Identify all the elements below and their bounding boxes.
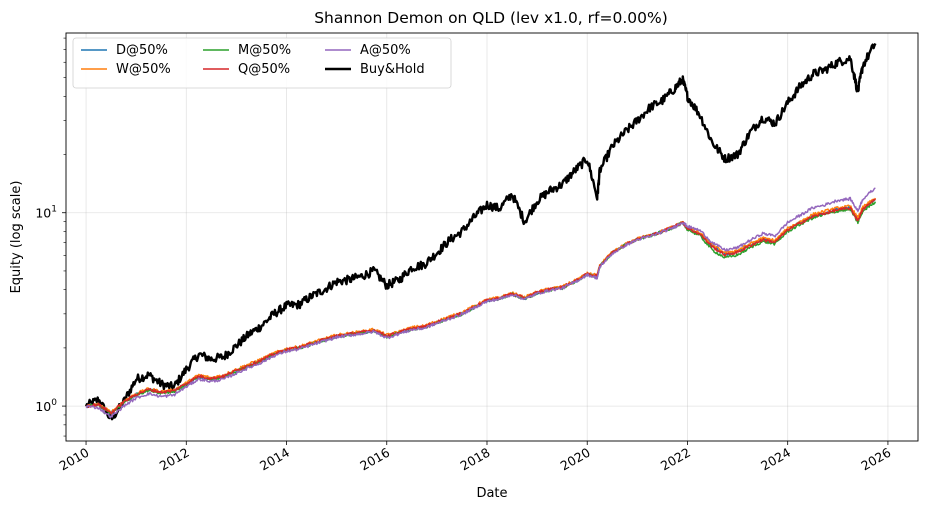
series-line-buy-hold (84, 42, 877, 421)
x-tick-label: 2014 (257, 445, 292, 474)
legend-box (72, 37, 452, 89)
series-line-m-50- (85, 201, 877, 415)
legend-label: M@50% (238, 43, 291, 58)
x-axis-title: Date (476, 486, 507, 501)
y-tick-label: 100 (35, 398, 57, 414)
x-tick-label: 2018 (457, 445, 492, 474)
x-tick-label: 2016 (357, 445, 392, 474)
axes: 2010 2012 2014 2016 2018 2020 2022 2024 2026 100 1… (35, 37, 893, 474)
plot-frame (65, 32, 919, 442)
series-line-a-50- (85, 187, 876, 419)
series-group (84, 42, 877, 421)
legend-label: A@50% (360, 43, 411, 58)
x-tick-label: 2010 (56, 445, 91, 474)
legend-label: W@50% (116, 62, 171, 77)
legend-label: Q@50% (238, 62, 290, 77)
x-tick-label: 2022 (658, 445, 693, 474)
y-tick-label: 101 (35, 205, 57, 221)
x-tick-label: 2020 (558, 445, 593, 474)
legend: D@50% W@50% M@50% Q@50% A@50% Buy&Hold (72, 37, 452, 89)
y-axis-title: Equity (log scale) (9, 181, 24, 294)
x-tick-label: 2024 (758, 445, 793, 474)
x-tick-label: 2012 (157, 445, 192, 474)
legend-label: Buy&Hold (360, 62, 425, 77)
x-tick-label: 2026 (858, 445, 893, 474)
chart-title: Shannon Demon on QLD (lev x1.0, rf=0.00%… (314, 9, 668, 27)
legend-label: D@50% (116, 43, 168, 58)
